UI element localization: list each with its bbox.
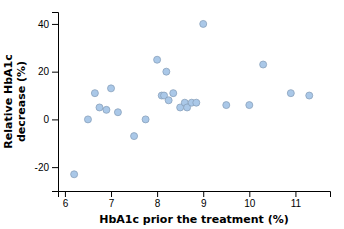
y-axis-tick: -20 [35, 162, 58, 173]
x-axis-tick-mark [111, 191, 112, 197]
x-axis-tick: 10 [244, 191, 256, 209]
point [114, 109, 121, 116]
x-axis-tick-mark [203, 191, 204, 197]
y-axis-tick-label: 0 [43, 114, 49, 125]
point [71, 171, 78, 178]
y-axis-tick-label: 20 [38, 66, 50, 77]
point [91, 90, 98, 97]
x-axis-tick-mark [157, 191, 158, 197]
point [260, 61, 267, 68]
y-axis-tick-mark [52, 24, 58, 25]
y-axis-tick-mark [52, 167, 58, 168]
plot: 6 7 8 9 10 11 -20 0 20 40 [35, 13, 331, 210]
y-axis-tick-mark [52, 72, 58, 73]
x-axis-tick-label: 11 [291, 198, 302, 209]
point [96, 104, 103, 111]
chart: 6 7 8 9 10 11 -20 0 20 40 HbA1c prior the treatmen… [0, 0, 344, 229]
y-axis-tick: 20 [38, 66, 58, 77]
point [84, 116, 91, 123]
y-axis-title-line: Relative HbA1c [2, 54, 15, 148]
x-axis-tick-mark [249, 191, 250, 197]
y-axis-line [52, 13, 59, 192]
x-axis-tick: 8 [155, 191, 161, 209]
x-axis-tick-label: 6 [63, 198, 69, 209]
point [193, 99, 200, 106]
x-axis: 6 7 8 9 10 11 [59, 191, 331, 209]
point [163, 68, 170, 75]
x-axis-tick-label: 9 [201, 198, 207, 209]
x-axis-tick: 9 [201, 191, 207, 209]
point [200, 20, 207, 27]
points [71, 20, 313, 177]
x-axis-tick: 6 [63, 191, 69, 209]
point [142, 116, 149, 123]
y-axis-tick: 0 [43, 114, 58, 125]
point [154, 56, 161, 63]
y-axis: -20 0 20 40 [35, 13, 59, 192]
x-axis-tick-mark [295, 191, 296, 197]
x-axis-title: HbA1c prior the treatment (%) [99, 213, 289, 226]
point [165, 97, 172, 104]
point [246, 102, 253, 109]
y-axis-tick-label: -20 [35, 162, 50, 173]
y-axis-tick: 40 [38, 19, 58, 30]
x-axis-tick-label: 10 [244, 198, 256, 209]
x-axis-tick: 11 [291, 191, 302, 209]
point [287, 90, 294, 97]
x-axis-tick: 7 [109, 191, 115, 209]
point [306, 92, 313, 99]
x-axis-line [59, 192, 331, 198]
y-axis-title-line: decrease (%) [15, 61, 28, 142]
point [223, 102, 230, 109]
x-axis-tick-mark [65, 191, 66, 197]
point [108, 85, 115, 92]
point [103, 106, 110, 113]
point [131, 133, 138, 140]
y-axis-tick-mark [52, 119, 58, 120]
point [170, 90, 177, 97]
y-axis-tick-label: 40 [38, 19, 50, 30]
x-axis-tick-label: 8 [155, 198, 161, 209]
x-axis-tick-label: 7 [109, 198, 115, 209]
y-axis-title: Relative HbA1cdecrease (%) [2, 54, 28, 148]
